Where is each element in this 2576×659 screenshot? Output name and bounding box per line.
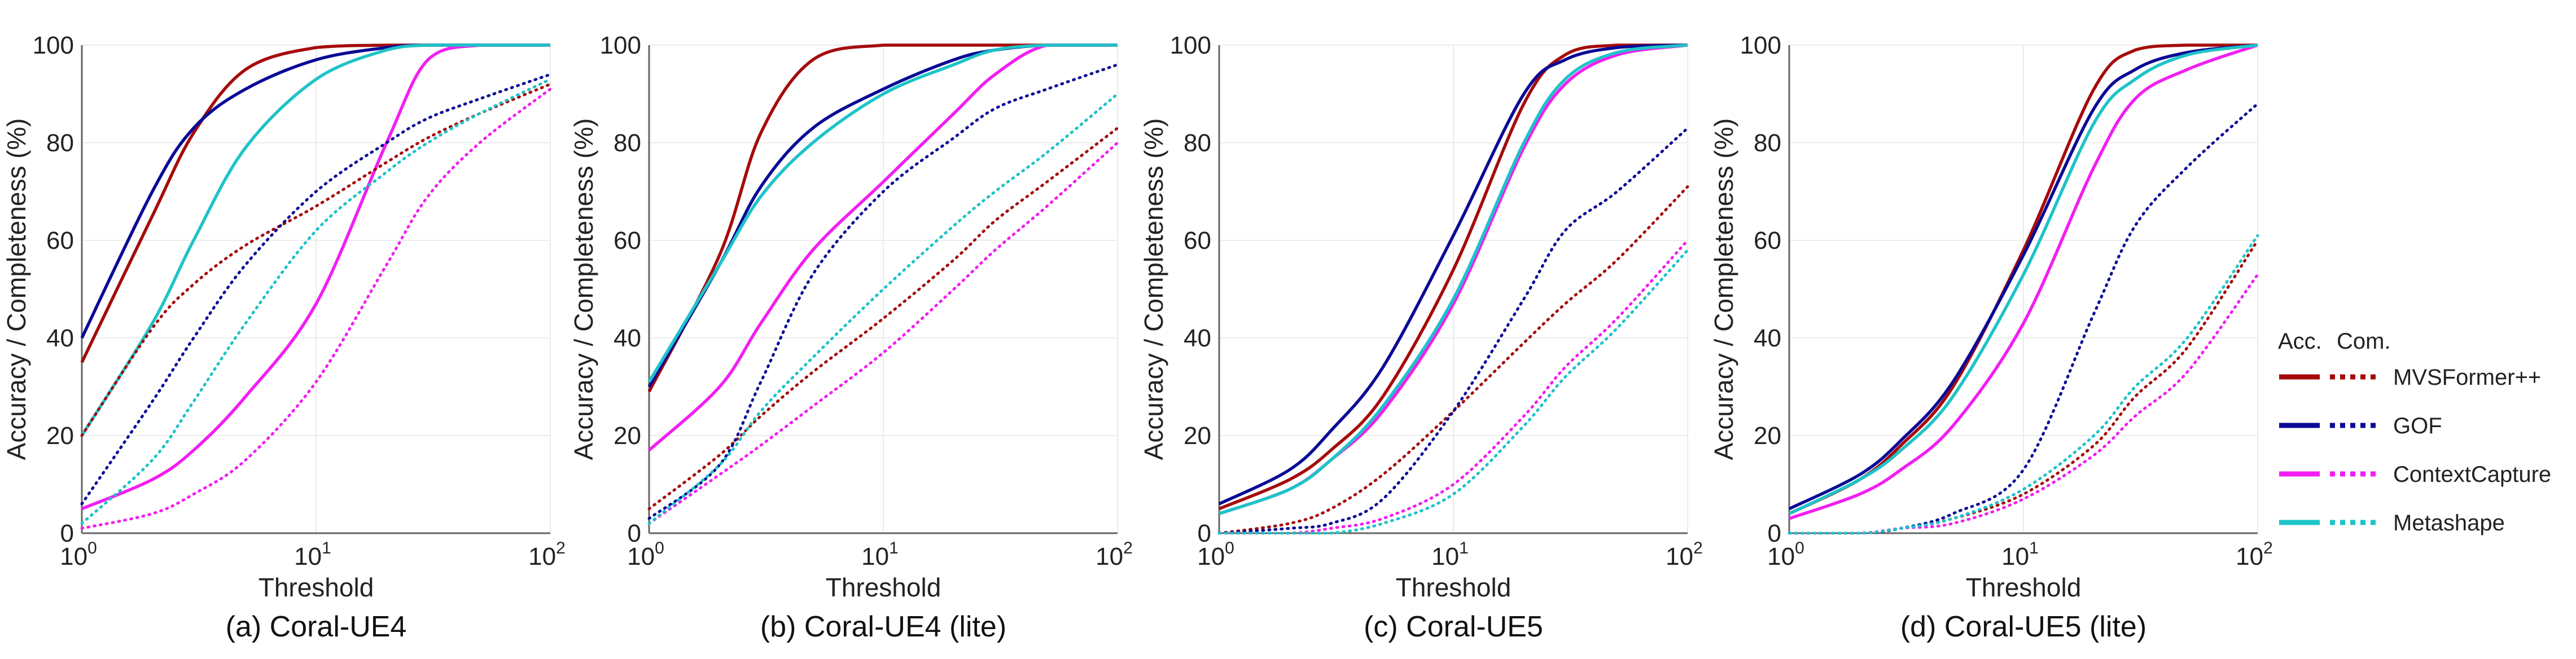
legend-entry-mvsformerplusplus: MVSFormer++	[2279, 365, 2541, 390]
y-tick-label: 60	[1754, 227, 1781, 254]
y-tick-label: 100	[600, 32, 641, 59]
y-tick-label: 60	[46, 227, 74, 254]
x-tick-label: 100	[1197, 539, 1234, 570]
x-tick-label: 101	[294, 539, 331, 570]
x-tick-label: 101	[2001, 539, 2039, 570]
y-tick-label: 80	[1184, 129, 1211, 157]
series-group	[1788, 43, 2259, 535]
y-tick-label: 20	[1184, 422, 1211, 450]
x-tick-label: 100	[627, 539, 664, 570]
x-axis-label: Threshold	[826, 573, 941, 602]
series-group	[1217, 43, 1689, 535]
series-line-contextcapture-accuracy	[648, 43, 1118, 452]
y-tick-label: 100	[33, 32, 74, 59]
panel-caption: (a) Coral-UE4	[226, 610, 407, 643]
series-line-metashape-accuracy	[1788, 43, 2258, 515]
y-tick-label: 40	[46, 324, 74, 352]
x-tick-label: 102	[528, 539, 566, 570]
legend-label: Metashape	[2393, 511, 2505, 535]
x-axis-label: Threshold	[1966, 573, 2082, 602]
x-axis-label: Threshold	[259, 573, 374, 602]
x-tick-label: 100	[1767, 539, 1804, 570]
y-axis-label: Accuracy / Completeness (%)	[1709, 118, 1738, 460]
legend-header-acc: Acc.	[2278, 329, 2322, 354]
series-line-metashape-completeness	[647, 93, 1119, 525]
series-line-gof-completeness	[80, 73, 552, 506]
panel-caption: (b) Coral-UE4 (lite)	[760, 610, 1006, 643]
gridlines	[1219, 45, 1688, 534]
series-line-metashape-completeness	[80, 78, 552, 525]
legend-entries: MVSFormer++ GOF ContextCapture Metashape	[2279, 365, 2551, 535]
x-tick-label: 102	[1096, 539, 1133, 570]
legend-entry-contextcapture: ContextCapture	[2279, 462, 2551, 487]
y-tick-label: 0	[60, 520, 74, 547]
series-line-metashape-completeness	[1788, 234, 2259, 535]
chart-panel-1: 0 20 40 60 80 100 100 101 102 Threshold Accuracy /…	[2, 32, 566, 643]
x-tick-label: 100	[60, 539, 97, 570]
y-axis-label: Accuracy / Completeness (%)	[1139, 118, 1168, 460]
series-line-gof-completeness	[1217, 126, 1689, 535]
y-tick-label: 20	[614, 422, 641, 450]
y-tick-label: 40	[614, 324, 641, 352]
chart-panel-2: 0 20 40 60 80 100 100 101 102 Threshold Accuracy /…	[569, 32, 1133, 643]
series-line-contextcapture-completeness	[647, 141, 1119, 525]
y-tick-label: 80	[1754, 129, 1781, 157]
series-line-contextcapture-accuracy	[1789, 43, 2258, 520]
series-line-metashape-accuracy	[1219, 43, 1688, 515]
y-tick-label: 0	[1198, 520, 1211, 547]
series-line-mvsformerplusplus-completeness	[80, 82, 552, 437]
series-line-metashape-completeness	[1217, 248, 1689, 535]
legend-entry-metashape: Metashape	[2279, 511, 2505, 535]
y-tick-label: 80	[46, 129, 74, 157]
x-tick-label: 102	[2236, 539, 2273, 570]
chart-panel-4: 0 20 40 60 80 100 100 101 102 Threshold Accuracy /…	[1709, 32, 2273, 643]
series-line-gof-accuracy	[1218, 43, 1688, 506]
y-tick-label: 100	[1740, 32, 1781, 59]
series-line-contextcapture-completeness	[80, 87, 552, 530]
y-tick-label: 60	[614, 227, 641, 254]
y-tick-label: 40	[1184, 324, 1211, 352]
series-group	[80, 43, 552, 530]
y-tick-label: 20	[1754, 422, 1781, 450]
y-tick-label: 100	[1170, 32, 1211, 59]
x-axis-label: Threshold	[1396, 573, 1512, 602]
series-line-metashape-accuracy	[647, 43, 1118, 383]
series-line-contextcapture-accuracy	[81, 43, 550, 511]
y-tick-label: 80	[614, 129, 641, 157]
series-line-mvsformerplusplus-completeness	[1217, 185, 1689, 535]
legend-entry-gof: GOF	[2279, 414, 2442, 438]
y-tick-label: 40	[1754, 324, 1781, 352]
chart-panels: 0 20 40 60 80 100 100 101 102 Threshold Accuracy /…	[2, 32, 2273, 643]
y-axis-label: Accuracy / Completeness (%)	[2, 118, 31, 460]
y-axis-label: Accuracy / Completeness (%)	[569, 118, 598, 460]
gridlines	[1789, 45, 2258, 534]
chart-panel-3: 0 20 40 60 80 100 100 101 102 Threshold Accuracy /…	[1139, 32, 1703, 643]
series-group	[647, 43, 1119, 525]
x-tick-label: 102	[1666, 539, 1703, 570]
series-line-mvsformerplusplus-accuracy	[1218, 43, 1688, 511]
y-tick-label: 20	[46, 422, 74, 450]
gridlines	[649, 45, 1118, 534]
legend: Acc. Com. MVSFormer++ GOF ContextCapture Me…	[2278, 329, 2551, 535]
series-line-gof-completeness	[647, 63, 1119, 520]
x-tick-label: 101	[861, 539, 899, 570]
y-tick-label: 0	[628, 520, 641, 547]
series-line-gof-accuracy	[1788, 43, 2258, 511]
legend-header-com: Com.	[2337, 329, 2391, 354]
panel-caption: (d) Coral-UE5 (lite)	[1900, 610, 2146, 643]
series-line-mvsformerplusplus-accuracy	[1788, 43, 2258, 515]
x-tick-label: 101	[1431, 539, 1469, 570]
series-line-metashape-accuracy	[80, 43, 550, 437]
legend-label: MVSFormer++	[2393, 365, 2541, 390]
y-tick-label: 60	[1184, 227, 1211, 254]
legend-label: GOF	[2393, 414, 2442, 438]
y-tick-label: 0	[1768, 520, 1781, 547]
panel-caption: (c) Coral-UE5	[1364, 610, 1543, 643]
legend-label: ContextCapture	[2393, 462, 2551, 487]
